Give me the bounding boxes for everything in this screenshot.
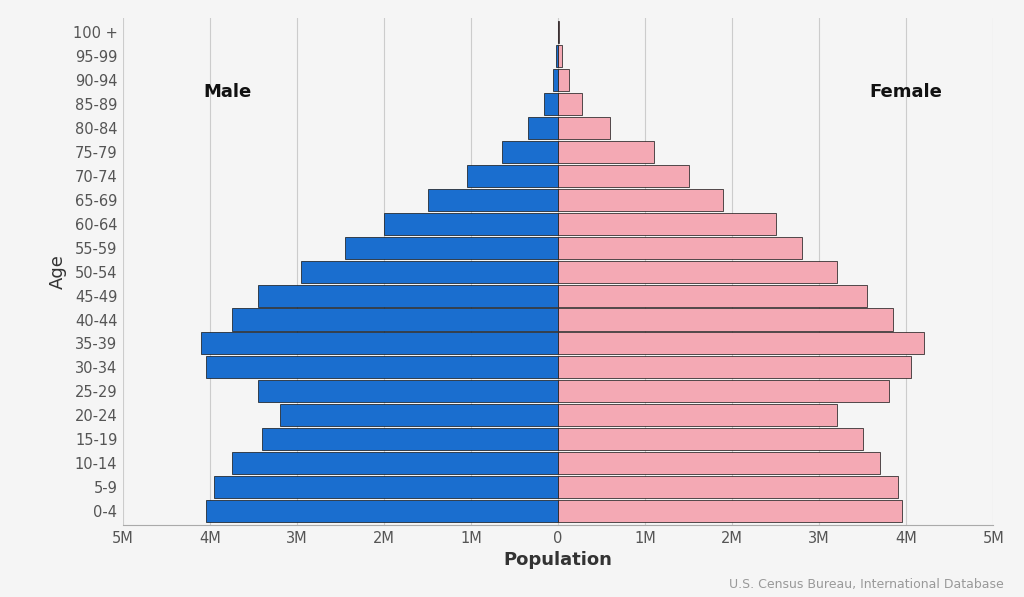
Bar: [558, 45, 561, 67]
Bar: [558, 476, 897, 498]
Text: Male: Male: [203, 83, 252, 101]
Bar: [502, 141, 558, 163]
Bar: [558, 500, 902, 522]
Bar: [558, 261, 837, 282]
Bar: [345, 236, 558, 259]
Y-axis label: Age: Age: [49, 254, 67, 289]
Bar: [558, 141, 653, 163]
Bar: [231, 309, 558, 331]
Bar: [527, 117, 558, 139]
Bar: [206, 356, 558, 378]
Bar: [556, 45, 558, 67]
Bar: [558, 117, 610, 139]
Bar: [262, 428, 558, 450]
Bar: [558, 380, 889, 402]
Bar: [553, 69, 558, 91]
Bar: [544, 93, 558, 115]
Bar: [258, 380, 558, 402]
X-axis label: Population: Population: [504, 552, 612, 570]
Bar: [206, 500, 558, 522]
Bar: [467, 165, 558, 187]
Bar: [558, 69, 568, 91]
Bar: [558, 356, 910, 378]
Text: Female: Female: [869, 83, 943, 101]
Bar: [558, 333, 924, 355]
Bar: [201, 333, 558, 355]
Bar: [558, 189, 723, 211]
Bar: [384, 213, 558, 235]
Bar: [558, 236, 802, 259]
Bar: [558, 93, 583, 115]
Bar: [558, 452, 880, 474]
Bar: [301, 261, 558, 282]
Bar: [558, 165, 688, 187]
Bar: [214, 476, 558, 498]
Bar: [231, 452, 558, 474]
Bar: [558, 213, 776, 235]
Bar: [558, 285, 867, 307]
Bar: [280, 404, 558, 426]
Text: U.S. Census Bureau, International Database: U.S. Census Bureau, International Databa…: [729, 578, 1004, 591]
Bar: [427, 189, 558, 211]
Bar: [558, 309, 893, 331]
Bar: [558, 428, 862, 450]
Bar: [258, 285, 558, 307]
Bar: [558, 404, 837, 426]
